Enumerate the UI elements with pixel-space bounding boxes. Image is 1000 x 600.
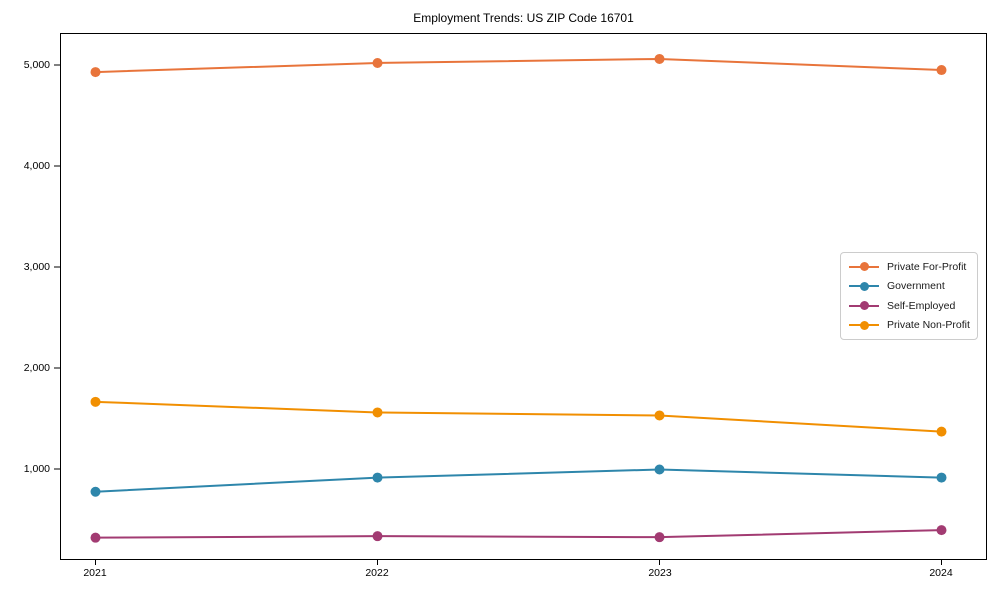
- y-tick-label: 2,000: [23, 362, 50, 374]
- y-tick-label: 1,000: [23, 463, 50, 475]
- legend-item: Private Non-Profit: [849, 316, 970, 336]
- x-tick-label: 2024: [929, 567, 953, 579]
- plot-area: [60, 33, 987, 560]
- line-marker-icon: [849, 320, 879, 331]
- legend-label: Government: [887, 280, 945, 293]
- line-marker-icon: [849, 300, 879, 311]
- legend-item: Self-Employed: [849, 296, 969, 316]
- legend-item: Private For-Profit: [849, 257, 969, 277]
- y-tick-label: 3,000: [23, 261, 50, 273]
- legend-label: Private For-Profit: [887, 260, 967, 273]
- line-marker-icon: [849, 261, 879, 272]
- legend: Private For-Profit Government Self-Emplo…: [840, 252, 978, 340]
- y-tick-label: 4,000: [23, 160, 50, 172]
- legend-item: Government: [849, 277, 969, 297]
- y-tick-label: 5,000: [23, 59, 50, 71]
- x-tick-label: 2023: [648, 567, 672, 579]
- line-marker-icon: [849, 281, 879, 292]
- x-tick-label: 2022: [365, 567, 389, 579]
- chart-title: Employment Trends: US ZIP Code 16701: [413, 11, 634, 25]
- legend-label: Private Non-Profit: [887, 319, 970, 332]
- x-tick-label: 2021: [83, 567, 107, 579]
- legend-label: Self-Employed: [887, 299, 956, 312]
